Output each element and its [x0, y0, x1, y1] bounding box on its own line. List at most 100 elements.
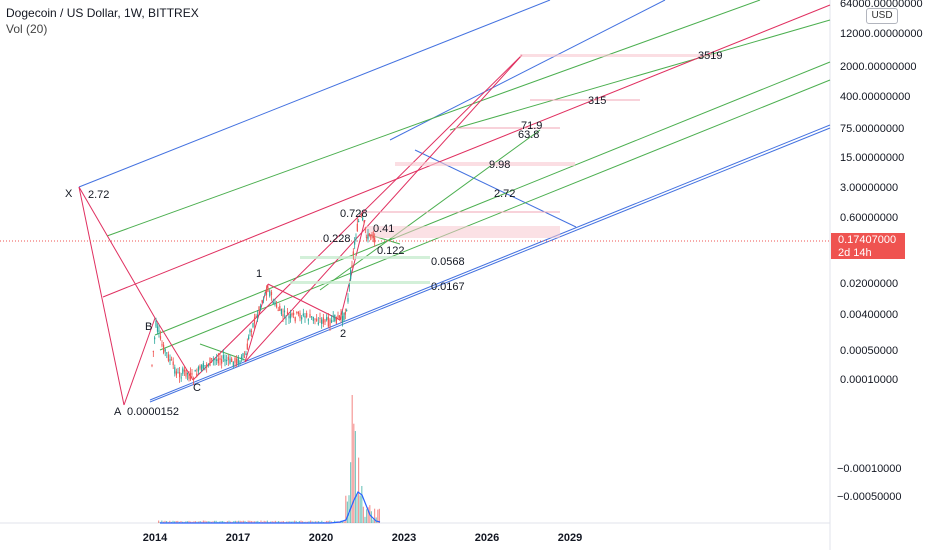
symbol-title[interactable]: Dogecoin / US Dollar, 1W, BITTREX — [6, 6, 199, 20]
candle-body — [341, 316, 344, 323]
candle-body — [212, 359, 214, 361]
volume-indicator-label[interactable]: Vol (20) — [6, 22, 48, 36]
volume-bar — [239, 520, 241, 523]
candle-body — [169, 359, 171, 362]
candle-body — [370, 235, 372, 237]
candle-body — [211, 358, 213, 360]
volume-bar — [226, 521, 228, 523]
price-tick: 12000.00000000 — [840, 28, 923, 40]
candle-body — [329, 319, 331, 327]
volume-bar — [361, 485, 363, 523]
volume-bar — [298, 520, 300, 523]
candle-body — [214, 359, 216, 361]
volume-bar — [366, 509, 368, 523]
price-candles — [151, 211, 376, 386]
volume-bar — [329, 520, 331, 523]
time-tick: 2017 — [226, 532, 250, 544]
candle-body — [363, 220, 365, 222]
candle-body — [204, 365, 206, 367]
candle-body — [307, 319, 309, 321]
candle-body — [250, 330, 253, 332]
volume-bar — [358, 457, 360, 523]
volume-bar — [300, 520, 302, 523]
volume-bar — [238, 520, 240, 523]
candle-body — [163, 344, 165, 353]
price-tick: 3.00000000 — [840, 182, 898, 194]
candle-body — [209, 357, 211, 366]
candle-body — [351, 265, 353, 267]
volume-bar — [188, 520, 190, 523]
candle-body — [201, 365, 203, 372]
pitchfork-inner-lines[interactable] — [106, 0, 831, 361]
fib-label-0-0167: 0.0167 — [431, 281, 465, 293]
volume-bar — [314, 521, 316, 523]
candle-body — [246, 343, 248, 350]
candle-body — [332, 315, 334, 317]
candle-body — [348, 284, 350, 287]
volume-bar — [222, 520, 224, 523]
candle-body — [302, 313, 304, 316]
candle-body — [159, 336, 162, 340]
volume-bar — [234, 520, 236, 523]
volume-bar — [271, 521, 273, 523]
volume-bar — [186, 521, 188, 523]
fib-label-71-9: 71.9 — [521, 120, 542, 132]
volume-bar — [265, 521, 267, 523]
volume-bar — [286, 521, 288, 523]
volume-bar — [302, 521, 304, 523]
volume-bar — [263, 520, 265, 523]
volume-bar — [158, 520, 160, 523]
candle-body — [179, 372, 181, 378]
currency-button[interactable]: USD — [866, 8, 898, 24]
candle-body — [188, 374, 190, 379]
volume-bar — [318, 521, 320, 523]
volume-bar — [196, 521, 198, 523]
candle-body — [269, 290, 271, 297]
volume-bar — [311, 521, 313, 523]
candle-body — [166, 352, 168, 354]
candle-body — [274, 301, 276, 305]
candle-body — [362, 217, 364, 221]
candle-body — [326, 317, 328, 321]
fib-label-0-122: 0.122 — [377, 245, 405, 257]
fib-label-0-41: 0.41 — [373, 223, 394, 235]
candle-body — [355, 237, 357, 239]
candle-body — [262, 299, 265, 301]
price-tick: 0.00010000 — [840, 374, 898, 386]
candle-body — [368, 233, 370, 236]
volume-bar — [308, 521, 310, 523]
volume-bar — [215, 520, 217, 523]
volume-bar — [374, 508, 376, 523]
candle-body — [194, 370, 196, 372]
fib-label-0-228: 0.228 — [323, 233, 351, 245]
candle-body — [234, 357, 236, 363]
volume-bar — [250, 521, 252, 523]
point-value-x: 2.72 — [88, 189, 109, 201]
candle-body — [171, 359, 173, 361]
candle-body — [265, 289, 268, 296]
volume-bar — [244, 520, 246, 523]
volume-bar — [313, 521, 315, 523]
candle-body — [306, 313, 308, 317]
candle-body — [276, 304, 278, 308]
price-tick: 0.00050000 — [840, 345, 898, 357]
volume-tick: −0.00010000 — [837, 463, 902, 475]
candle-body — [288, 315, 290, 319]
volume-bar — [202, 520, 204, 523]
volume-bar — [260, 520, 262, 523]
candle-body — [231, 358, 233, 362]
volume-bar — [178, 521, 180, 523]
candle-body — [312, 316, 314, 321]
volume-bar — [252, 521, 254, 523]
candle-body — [322, 317, 324, 324]
volume-bar — [348, 495, 350, 523]
candle-body — [293, 312, 295, 315]
volume-bar — [327, 520, 329, 523]
candle-body — [155, 320, 157, 327]
volume-bar — [254, 521, 256, 523]
candle-body — [189, 372, 192, 380]
candle-body — [193, 378, 195, 381]
volume-bar — [278, 520, 280, 523]
candle-body — [294, 317, 296, 322]
